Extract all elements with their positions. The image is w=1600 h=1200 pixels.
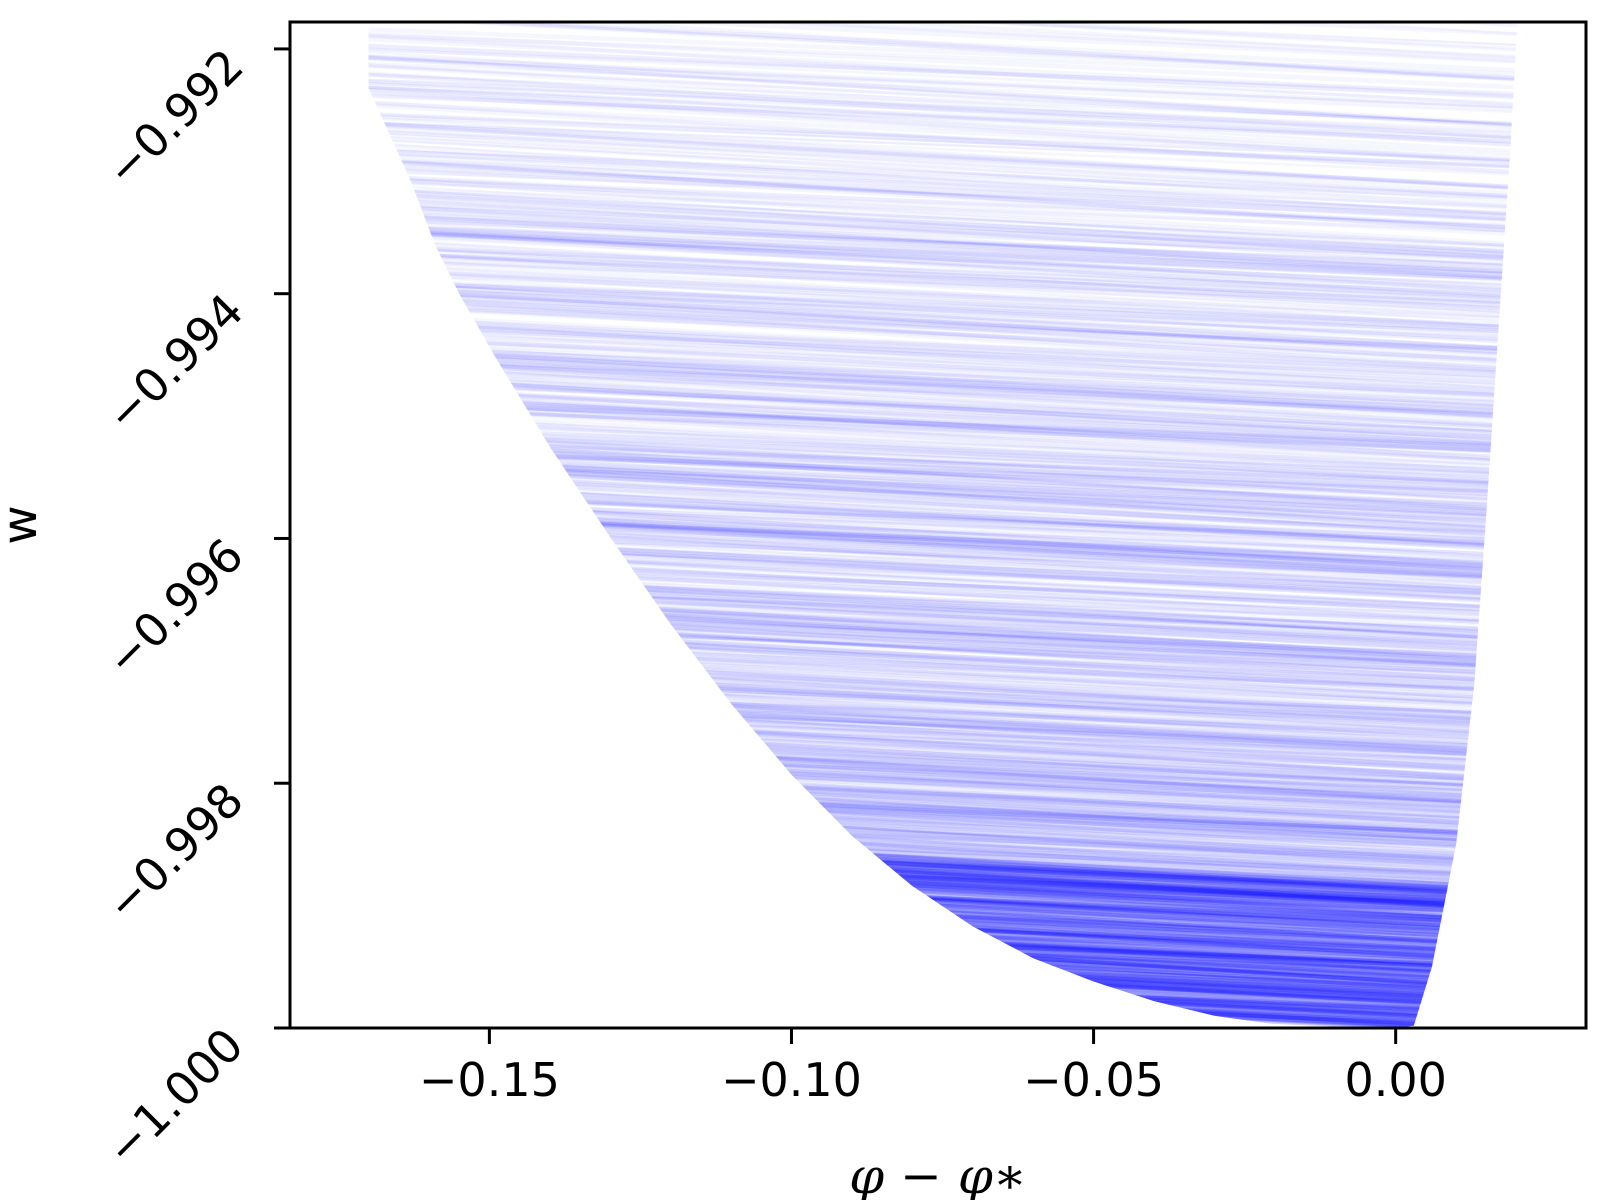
trajectory-line [290,0,1586,20]
y-axis-label: w [0,505,48,544]
y-axis-label-text: w [0,505,48,544]
y-tick-label: −0.994 [95,283,254,442]
trajectory-line [290,0,1586,17]
x-axis-label-text: φ − φ∗ [849,1147,1027,1200]
y-tick-label: −0.996 [95,528,254,687]
trajectory-line [290,0,1586,16]
x-tick-label: 0.00 [1344,1053,1446,1107]
trajectory-line [290,0,1586,22]
trajectory-line [290,0,1586,5]
x-tick-label: −0.05 [1023,1053,1164,1107]
plot-background [290,22,1586,1028]
plot-frame [288,20,1588,1030]
y-tick-label: −1.000 [95,1018,254,1177]
x-tick-label: −0.10 [721,1053,862,1107]
x-tick-label: −0.15 [419,1053,560,1107]
y-tick-label: −0.992 [95,39,254,198]
x-axis-ticks: −0.15 −0.10 −0.05 0.00 [419,1028,1447,1107]
trajectory-line [290,0,1586,12]
x-axis-label: φ − φ∗ [849,1147,1027,1200]
trajectory-line [290,0,1586,10]
y-tick-label: −0.998 [95,773,254,932]
y-axis-ticks: −1.000 −0.998 −0.996 −0.994 −0.992 [95,39,290,1177]
